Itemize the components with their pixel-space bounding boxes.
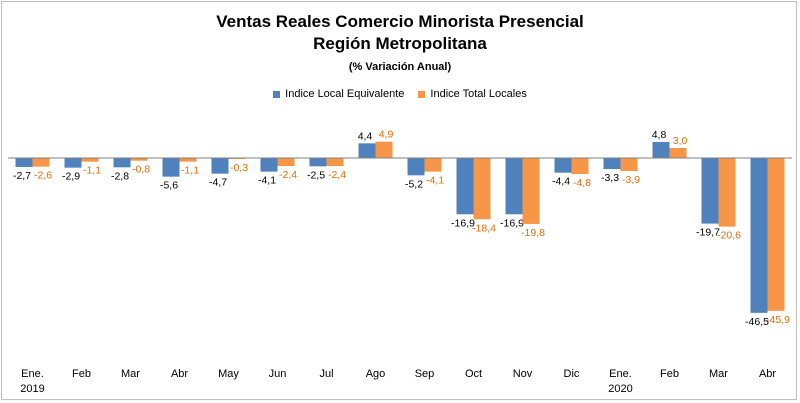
data-label: -19,8 — [521, 227, 545, 239]
bar-total-locales — [620, 158, 638, 171]
bar-local-equivalente — [701, 158, 719, 224]
data-label: -2,5 — [307, 169, 325, 181]
bar-local-equivalente — [554, 158, 572, 173]
bar-local-equivalente — [162, 158, 180, 177]
data-label: -18,4 — [472, 222, 496, 234]
bar-local-equivalente — [64, 158, 82, 168]
x-tick-year-label: 2020 — [608, 383, 632, 395]
data-label: -1,1 — [181, 165, 199, 177]
bar-total-locales — [179, 158, 197, 162]
x-tick-year-label: 2019 — [20, 383, 44, 395]
data-label: -0,3 — [230, 162, 248, 174]
bar-total-locales — [522, 158, 540, 224]
x-tick-label: Feb — [72, 368, 91, 380]
data-label: -2,9 — [62, 171, 80, 183]
legend-swatch-local-equivalente — [273, 90, 281, 98]
x-tick-label: Abr — [171, 368, 188, 380]
legend-swatch-total-locales — [418, 90, 426, 98]
data-label: -3,3 — [601, 172, 619, 184]
bar-local-equivalente — [211, 158, 229, 174]
legend-item-total-locales: Indice Total Locales — [418, 88, 527, 100]
chart-subtitle: (% Variación Anual) — [348, 61, 452, 73]
x-tick-label: Ene. — [609, 368, 632, 380]
data-label: -4,4 — [552, 176, 570, 188]
data-label: -4,1 — [426, 175, 444, 187]
data-label: -16,9 — [451, 217, 475, 229]
data-label: 4,8 — [652, 129, 667, 141]
data-label: -4,1 — [258, 175, 276, 187]
bar-local-equivalente — [113, 158, 131, 168]
x-tick-label: May — [218, 368, 239, 380]
bar-local-equivalente — [652, 142, 670, 158]
chart-title: Ventas Reales Comercio Minorista Presenc… — [216, 12, 584, 31]
legend-label-local-equivalente: Indice Local Equivalente — [285, 88, 405, 100]
bar-total-locales — [375, 141, 393, 158]
data-label: -5,2 — [405, 178, 423, 190]
x-tick-label: Jun — [269, 368, 287, 380]
bar-total-locales — [571, 158, 589, 174]
bar-local-equivalente — [309, 158, 327, 167]
data-label: -2,4 — [279, 169, 297, 181]
data-label: -2,6 — [34, 170, 52, 182]
data-label: -3,9 — [622, 174, 640, 186]
legend: Indice Local Equivalente Indice Total Lo… — [0, 88, 800, 100]
chart-title-line2: Región Metropolitana — [313, 34, 487, 53]
data-label: -5,6 — [160, 180, 178, 192]
bar-local-equivalente — [456, 158, 474, 215]
data-label: -20,6 — [717, 230, 741, 242]
data-label: -2,8 — [111, 170, 129, 182]
bar-total-locales — [130, 158, 148, 161]
legend-item-local-equivalente: Indice Local Equivalente — [273, 88, 404, 100]
data-label: -2,4 — [328, 169, 346, 181]
bar-local-equivalente — [15, 158, 33, 167]
bar-total-locales — [669, 148, 687, 158]
bar-total-locales — [326, 158, 344, 166]
x-tick-label: Jul — [319, 368, 333, 380]
data-label: -2,7 — [13, 170, 31, 182]
bar-local-equivalente — [603, 158, 621, 169]
x-tick-label: Nov — [513, 368, 533, 380]
data-label: -19,7 — [696, 227, 720, 239]
bar-total-locales — [277, 158, 295, 166]
bar-local-equivalente — [407, 158, 425, 176]
x-tick-label: Ago — [366, 368, 386, 380]
x-tick-label: Ene. — [21, 368, 44, 380]
bar-local-equivalente — [358, 143, 376, 158]
bar-total-locales — [718, 158, 736, 227]
data-label: -46,5 — [745, 316, 769, 328]
data-label: 4,9 — [379, 129, 394, 141]
data-label: -16,9 — [500, 217, 524, 229]
x-tick-label: Oct — [465, 368, 482, 380]
bar-total-locales — [32, 158, 50, 167]
x-tick-label: Abr — [759, 368, 776, 380]
bar-total-locales — [767, 158, 785, 311]
data-label: -45,9 — [766, 314, 790, 326]
bar-local-equivalente — [260, 158, 278, 172]
bar-total-locales — [473, 158, 491, 220]
x-tick-label: Mar — [121, 368, 140, 380]
data-label: 4,4 — [358, 130, 373, 142]
x-tick-label: Sep — [415, 368, 435, 380]
bar-total-locales — [81, 158, 99, 162]
data-label: -0,8 — [132, 164, 150, 176]
bar-total-locales — [424, 158, 442, 172]
data-label: -4,7 — [209, 177, 227, 189]
data-label: -1,1 — [83, 165, 101, 177]
data-label: -4,8 — [573, 177, 591, 189]
bar-local-equivalente — [505, 158, 523, 215]
data-label: 3,0 — [673, 135, 688, 147]
x-tick-label: Feb — [660, 368, 679, 380]
x-tick-label: Dic — [564, 368, 580, 380]
x-tick-label: Mar — [709, 368, 728, 380]
bar-local-equivalente — [750, 158, 768, 313]
legend-label-total-locales: Indice Total Locales — [430, 88, 527, 100]
